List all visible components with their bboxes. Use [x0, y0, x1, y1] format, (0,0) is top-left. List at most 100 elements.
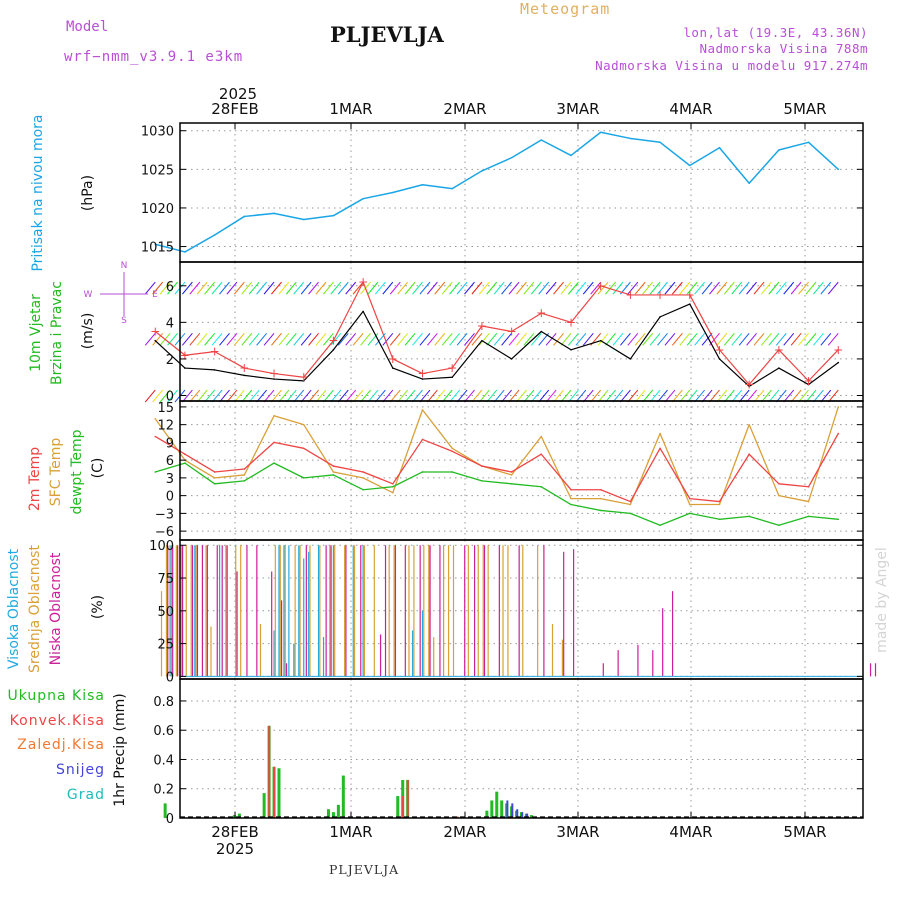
wind-barb-1-82.5: [553, 333, 564, 346]
wind-barb-0-7.5: [181, 389, 193, 403]
precip-frozen-label: Zaledj.Kisa: [17, 737, 105, 753]
wind-barb-1-100.5: [642, 333, 654, 346]
panel-frame-4: [179, 678, 864, 819]
wind-barb-0-109.5: [686, 389, 698, 403]
wind-gust-series-point-13: [540, 312, 543, 315]
wind-barb-1-97.5: [627, 333, 639, 346]
wind-barb-0-96: [619, 389, 631, 403]
wind-barb-0-106.5: [671, 389, 683, 403]
temp-dew-label: dewpt Temp: [69, 429, 85, 514]
wind-barb-2-93: [605, 281, 616, 295]
wind-barb-2-111: [694, 281, 706, 295]
precip-bar-0-19: [490, 800, 494, 818]
wind-barb-0-82.5: [553, 389, 564, 403]
wind-gust-series-point-18: [688, 294, 691, 296]
temp-2m-label: 2m Temp: [27, 447, 43, 511]
top-day-label-4: 4MAR: [669, 100, 712, 118]
wind-barb-1-73.5: [508, 333, 520, 346]
temp-2m-series-point-3: [243, 468, 246, 470]
wind-barb-1-58.5: [434, 333, 446, 346]
precip-snow-label: Snijeg: [56, 762, 105, 778]
wind-barb-0-93: [605, 389, 616, 403]
wind-barb-0-10.5: [196, 389, 208, 403]
wind-speed-series-point-3: [243, 374, 246, 377]
wind-gust-series-point-11: [481, 325, 483, 327]
pressure-series-point-10: [451, 187, 454, 190]
wind-barb-2-18: [233, 281, 245, 295]
wind-barb-1-103.5: [657, 333, 668, 346]
wind-barb-1-111: [694, 333, 706, 346]
temp-2m-series-point-8: [392, 483, 394, 485]
dewpoint-series-point-5: [302, 477, 305, 479]
wind-barb-2-36: [323, 281, 334, 295]
wind-barb-0-70.5: [493, 389, 505, 403]
wind-speed-series-point-16: [629, 358, 632, 360]
pressure-series-point-22: [807, 141, 810, 144]
pressure-series-point-19: [718, 146, 721, 149]
sfc-temp-series-point-4: [273, 414, 275, 417]
wind-speed-series-point-14: [570, 348, 572, 351]
precip-bar-0-9: [336, 804, 340, 818]
wind-barb-1-31.5: [300, 333, 312, 346]
ytick-label-0-2: 1025: [141, 163, 174, 178]
pressure-series-point-7: [362, 197, 364, 200]
wind-speed-series-point-4: [273, 378, 275, 380]
sfc-temp-series-point-2: [213, 477, 216, 479]
wind-barb-0-16.5: [226, 389, 238, 403]
wind-barb-1-1.5: [152, 333, 164, 346]
wind-barb-2-67.5: [478, 281, 490, 295]
wind-barb-2-108: [679, 281, 691, 295]
wind-speed-series-point-5: [302, 380, 305, 382]
ytick-label-0-0: 1015: [141, 241, 174, 256]
wind-barb-1-117: [723, 333, 735, 346]
cloud-low-label: Niska Oblacnost: [48, 552, 64, 665]
wind-barb-0-85.5: [568, 389, 579, 403]
wind-barb-1-10.5: [196, 333, 208, 346]
pressure-series-point-20: [748, 182, 750, 185]
ytick-label-2-1: −3: [155, 507, 174, 522]
compass-E: E: [152, 290, 158, 300]
gust-marker-12: +: [507, 325, 517, 339]
wind-barb-2-127.5: [775, 281, 787, 295]
wind-speed-series-point-15: [599, 339, 602, 342]
sfc-temp-series-point-14: [570, 497, 572, 500]
panel-frame-0: [179, 122, 864, 263]
ytick-label-2-3: 3: [166, 472, 174, 487]
ytick-label-4-2: 0.4: [153, 753, 174, 768]
sfc-temp-series-point-6: [332, 471, 335, 473]
wind-barb-1-66: [471, 333, 483, 346]
wind-barb-0-61.5: [449, 389, 461, 403]
wind-gust-series-point-23: [837, 348, 840, 351]
pressure-series-point-5: [302, 218, 305, 221]
wind-barb-2-105: [664, 281, 676, 295]
temp-2m-series-point-4: [273, 441, 275, 444]
wind-barb-2-109.5: [686, 281, 698, 295]
sfc-temp-series: [154, 406, 839, 506]
wind-barb-1-15: [219, 333, 230, 346]
wind-barb-0-118.5: [731, 389, 743, 403]
dewpoint-series-point-18: [688, 512, 691, 515]
dewpoint-series-point-23: [837, 518, 840, 521]
gust-marker-8: +: [388, 352, 398, 366]
wind-barb-2-37.5: [330, 281, 342, 295]
wind-barb-2-60: [441, 281, 453, 295]
pressure-series-point-6: [332, 214, 335, 217]
wind-barb-2-51: [397, 281, 409, 295]
meteogram-label: Meteogram: [520, 0, 611, 18]
temp-2m-series-point-18: [688, 497, 691, 500]
wind-barb-0-72: [501, 389, 512, 403]
wind-barb-0-1.5: [152, 389, 164, 403]
precip-bar-0-20: [500, 800, 504, 818]
wind-barb-2-106.5: [671, 281, 683, 295]
wind-barb-2-34.5: [315, 281, 327, 295]
wind-barb-1-135: [813, 333, 824, 346]
wind-barb-1-133.5: [805, 333, 817, 346]
temp-unit: (C): [90, 458, 106, 479]
wind-label-1: 10m Vjetar: [28, 294, 44, 372]
wind-speed-series-point-7: [362, 310, 364, 313]
wind-barb-0-99: [634, 389, 646, 403]
ytick-label-4-4: 0.8: [153, 695, 174, 710]
cloud-unit: (%): [90, 595, 106, 619]
wind-gust-series-point-0: [154, 330, 157, 333]
wind-barb-1-136.5: [820, 333, 832, 346]
